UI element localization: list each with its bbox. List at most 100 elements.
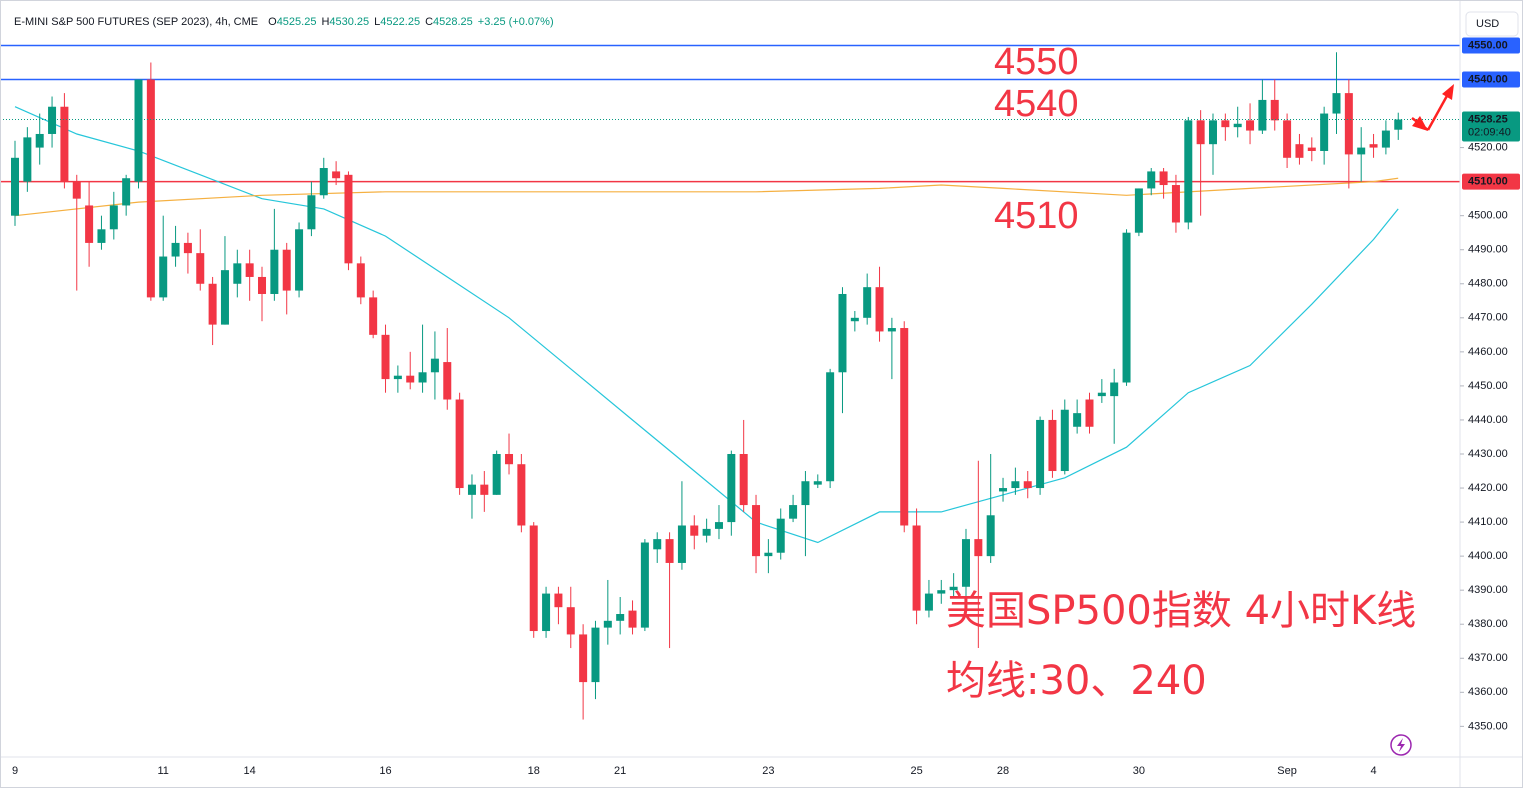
candle-body <box>183 242 192 254</box>
candle-body <box>443 362 452 400</box>
y-tick-label: 4430.00 <box>1468 448 1508 460</box>
candle-body <box>1060 409 1069 472</box>
candle-body <box>863 287 872 318</box>
candle-body <box>813 481 822 485</box>
x-tick-label: 18 <box>528 765 540 777</box>
currency-button[interactable] <box>1465 11 1519 37</box>
x-tick-label: Sep <box>1277 765 1297 777</box>
arrow-head <box>1412 116 1428 131</box>
candle-body <box>282 249 291 291</box>
candle-body <box>566 607 575 635</box>
candle-body <box>307 195 316 230</box>
x-tick-label: 28 <box>997 765 1009 777</box>
candle-body <box>1332 93 1341 114</box>
y-tick-label: 4400.00 <box>1468 550 1508 562</box>
candle-body <box>999 488 1008 492</box>
candle-body <box>1147 171 1156 189</box>
candle-body <box>1270 99 1279 121</box>
candle-body <box>295 229 304 291</box>
candle-body <box>332 171 341 179</box>
candle-body <box>480 484 489 495</box>
candle-body <box>406 375 415 383</box>
caption: 均线:30、240 <box>946 658 1207 704</box>
candle-body <box>1122 232 1131 383</box>
candle-body <box>1085 399 1094 427</box>
candle-body <box>1295 144 1304 158</box>
chart-header: E-MINI S&P 500 FUTURES (SEP 2023), 4h, C… <box>14 16 554 28</box>
candle-body <box>924 593 933 611</box>
plot-area <box>0 44 1460 720</box>
candle-body <box>801 481 810 506</box>
candle-body <box>1381 130 1390 148</box>
y-tick-label: 4450.00 <box>1468 380 1508 392</box>
moving-average <box>14 106 1399 544</box>
candle-body <box>1320 113 1329 151</box>
candle-body <box>369 297 378 335</box>
x-tick-label: 11 <box>157 765 168 777</box>
candle-body <box>1184 120 1193 223</box>
y-tick-label: 4500.00 <box>1468 210 1508 222</box>
candle-body <box>97 229 106 243</box>
level-tag <box>1462 71 1520 88</box>
candle-body <box>764 552 773 557</box>
ohlc-value: 4528.25 <box>433 16 473 28</box>
level-label: 4510.00 <box>1468 176 1508 188</box>
candle-body <box>875 287 884 332</box>
moving-average <box>14 177 1399 217</box>
candle-body <box>949 586 958 591</box>
candle-body <box>418 372 427 383</box>
candle-body <box>1196 120 1205 145</box>
candle-body <box>270 249 279 294</box>
candle-body <box>381 334 390 380</box>
candle-body <box>134 79 143 182</box>
y-tick-label: 4440.00 <box>1468 414 1508 426</box>
candle-body <box>159 256 168 298</box>
candle-body <box>1394 119 1403 130</box>
candle-body <box>393 375 402 380</box>
candle-body <box>196 253 205 284</box>
currency[interactable]: USD <box>1476 18 1499 30</box>
x-tick-label: 4 <box>1370 765 1376 777</box>
candle-body <box>430 358 439 373</box>
candle-body <box>752 505 761 557</box>
candle-body <box>208 283 217 325</box>
last-price-label: 4528.25 <box>1468 113 1508 125</box>
candle-body <box>1369 144 1378 148</box>
candle-body <box>900 328 909 526</box>
candle-body <box>529 525 538 632</box>
candle-body <box>986 515 995 557</box>
y-tick-label: 4470.00 <box>1468 312 1508 324</box>
candle-body <box>245 263 254 277</box>
candle-body <box>1221 120 1230 128</box>
candle-body <box>912 525 921 611</box>
y-tick-label: 4360.00 <box>1468 686 1508 698</box>
candle-body <box>505 453 514 465</box>
ohlc-key: L <box>374 16 380 28</box>
candle-body <box>1246 120 1255 131</box>
candle-body <box>1159 171 1168 186</box>
alert-icon[interactable] <box>1390 734 1412 756</box>
candle-body <box>1134 188 1143 233</box>
candle-body <box>1307 147 1316 151</box>
candle-body <box>492 453 501 495</box>
candle-body <box>35 133 44 148</box>
candle-body <box>517 464 526 526</box>
x-tick-label: 9 <box>12 765 18 777</box>
candle-body <box>653 539 662 550</box>
level-label: 4540.00 <box>1468 73 1508 85</box>
candle-body <box>1073 413 1082 427</box>
countdown: 02:09:40 <box>1468 126 1511 138</box>
candle-body <box>1344 93 1353 155</box>
candle-body <box>714 522 723 529</box>
candle-body <box>640 542 649 628</box>
y-tick-label: 4520.00 <box>1468 141 1508 153</box>
candle-body <box>1258 99 1267 131</box>
ohlc-key: C <box>425 16 433 28</box>
alert-icon-bolt <box>1397 738 1405 752</box>
axes: 4350.00 4360.00 4370.00 4380.00 4390.00 4400.… <box>12 37 1520 777</box>
candle-body <box>60 106 69 182</box>
x-tick-label: 30 <box>1133 765 1145 777</box>
candle-body <box>1171 185 1180 223</box>
